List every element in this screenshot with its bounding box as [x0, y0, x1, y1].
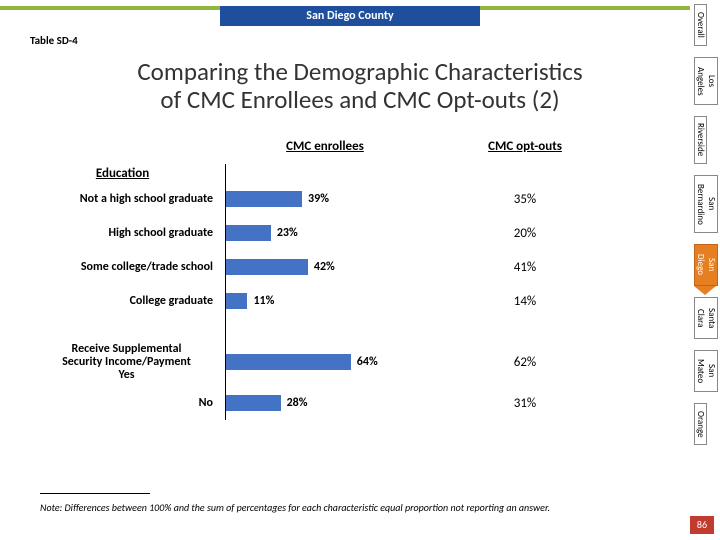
chevron-down-icon	[694, 233, 716, 242]
column-headers: CMC enrollees CMC opt-outs	[40, 140, 660, 154]
bar-area: 11%	[225, 284, 425, 318]
tab-santa-clara[interactable]: Santa Clara	[694, 297, 716, 348]
row-label: No	[40, 397, 225, 410]
tab-overall[interactable]: Overall	[694, 4, 716, 55]
optout-value: 20%	[425, 226, 625, 241]
row-label: Some college/trade school	[40, 261, 225, 274]
title-line1: Comparing the Demographic Characteristic…	[137, 56, 582, 87]
bar-value: 23%	[277, 226, 298, 240]
tab-label: Santa Clara	[694, 297, 718, 339]
bar-area: 39%	[225, 182, 425, 216]
bar-area: 28%	[225, 386, 425, 420]
chevron-down-icon	[694, 46, 716, 55]
tab-riverside[interactable]: Riverside	[694, 116, 716, 173]
bar-area: 42%	[225, 250, 425, 284]
row-label: College graduate	[40, 295, 225, 308]
chart-row: Receive Supplemental Security Income/Pay…	[40, 338, 660, 386]
county-title: San Diego County	[220, 6, 480, 26]
bar	[226, 191, 302, 207]
bar	[226, 354, 351, 370]
bar-value: 11%	[253, 294, 274, 308]
bar	[226, 259, 308, 275]
footnote-rule	[40, 493, 150, 494]
chevron-down-icon	[694, 445, 716, 454]
tab-label: Los Angeles	[694, 57, 718, 105]
footnote: Note: Differences between 100% and the s…	[40, 501, 550, 514]
slide: San Diego County Table SD-4 Comparing th…	[0, 0, 720, 540]
chart-row: High school graduate 23% 20%	[40, 216, 660, 250]
tab-label: Riverside	[694, 116, 707, 164]
chevron-down-icon	[694, 339, 716, 348]
section-heading: Education	[40, 166, 225, 181]
side-tabs: Overall Los Angeles Riverside San Bernardin…	[694, 4, 720, 456]
optout-value: 31%	[425, 396, 625, 411]
tab-label: San Bernardino	[694, 175, 718, 233]
row-label: High school graduate	[40, 227, 225, 240]
tab-label: Overall	[694, 4, 707, 46]
chart-body: Education Not a high school graduate 39% 35…	[40, 164, 660, 420]
chart: CMC enrollees CMC opt-outs EducationNot …	[40, 140, 660, 420]
chart-row: No 28% 31%	[40, 386, 660, 420]
row-label: Receive Supplemental Security Income/Pay…	[40, 343, 225, 383]
tab-los-angeles[interactable]: Los Angeles	[694, 57, 716, 114]
tab-san-mateo[interactable]: San Mateo	[694, 350, 716, 401]
header-strip: San Diego County	[0, 6, 690, 26]
bar-value: 42%	[314, 260, 335, 274]
optout-value: 35%	[425, 192, 625, 207]
tab-san-bernardino[interactable]: San Bernardino	[694, 175, 716, 242]
page-title: Comparing the Demographic Characteristic…	[60, 58, 660, 113]
chevron-down-icon	[694, 164, 716, 173]
chart-row: Not a high school graduate 39% 35%	[40, 182, 660, 216]
optout-value: 41%	[425, 260, 625, 275]
table-label: Table SD-4	[30, 34, 78, 47]
bar-value: 64%	[357, 355, 378, 369]
bar-value: 28%	[287, 396, 308, 410]
row-label: Not a high school graduate	[40, 193, 225, 206]
bar-area: 64%	[225, 338, 425, 386]
bar-area: 23%	[225, 216, 425, 250]
optout-value: 14%	[425, 294, 625, 309]
tab-label: Orange	[694, 403, 707, 445]
bar	[226, 293, 247, 309]
col-header-optouts: CMC opt-outs	[425, 140, 625, 154]
bar	[226, 225, 271, 241]
tab-orange[interactable]: Orange	[694, 403, 716, 454]
bar-value: 39%	[308, 192, 329, 206]
title-line2: of CMC Enrollees and CMC Opt-outs (2)	[160, 84, 559, 115]
chart-row: College graduate 11% 14%	[40, 284, 660, 318]
chart-row: Some college/trade school 42% 41%	[40, 250, 660, 284]
tab-label: San Diego	[694, 244, 718, 286]
col-header-enrollees: CMC enrollees	[225, 140, 425, 154]
page-number: 86	[690, 516, 714, 534]
optout-value: 62%	[425, 355, 625, 370]
bar	[226, 395, 281, 411]
tab-label: San Mateo	[694, 350, 718, 392]
chevron-down-icon	[694, 286, 716, 295]
tab-san-diego[interactable]: San Diego	[694, 244, 716, 295]
chevron-down-icon	[694, 392, 716, 401]
chevron-down-icon	[694, 105, 716, 114]
